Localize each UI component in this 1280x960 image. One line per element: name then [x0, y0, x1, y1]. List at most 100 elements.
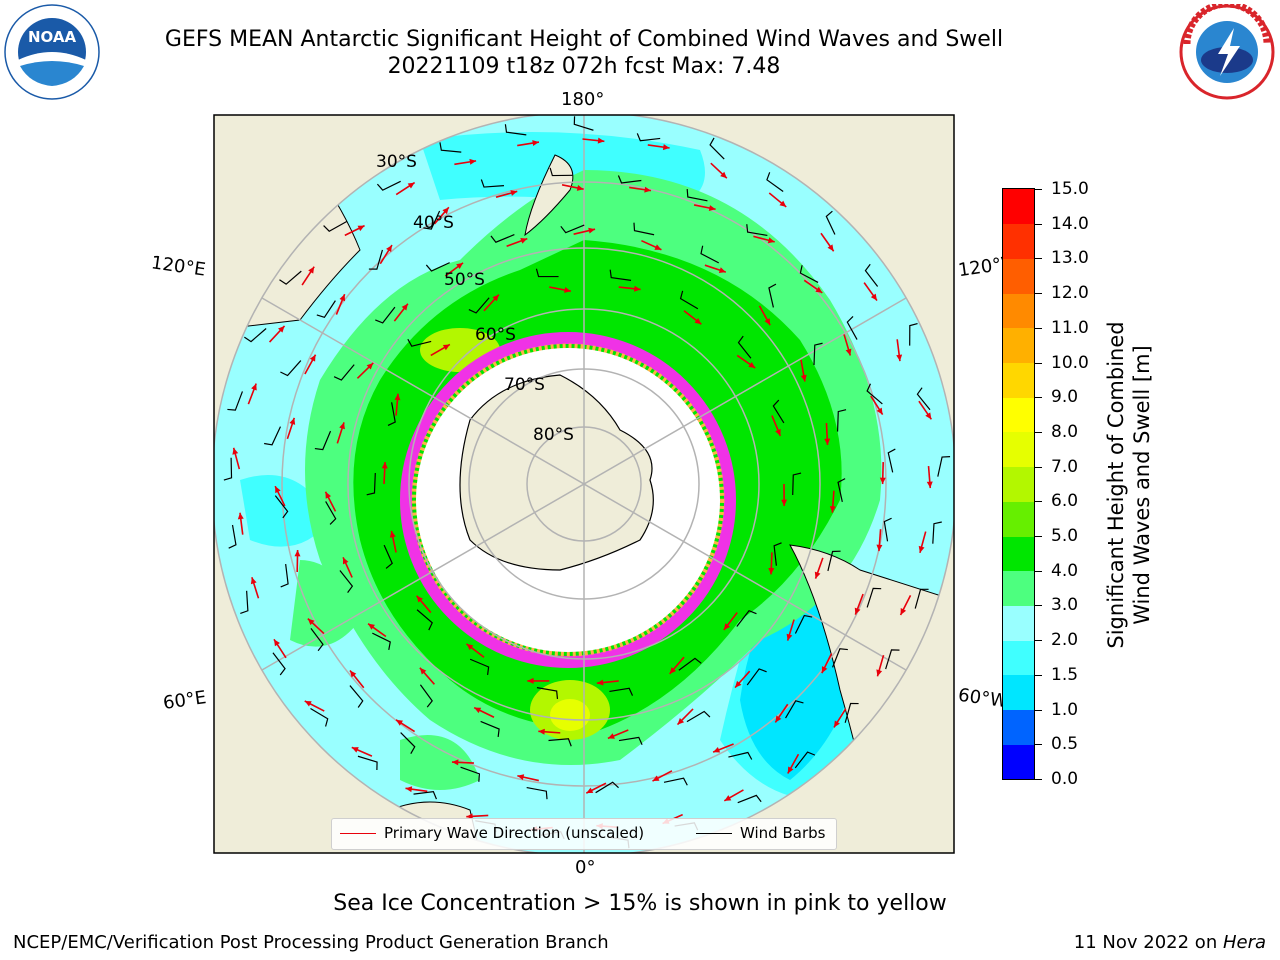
legend-label-barb: Wind Barbs [740, 824, 826, 842]
colorbar-band [1003, 744, 1034, 780]
wave-arrow-head [357, 225, 365, 232]
wave-arrow-head [381, 462, 388, 469]
wind-barb [400, 732, 416, 755]
wind-barb [244, 328, 267, 343]
wind-barb [310, 628, 324, 652]
wind-barbs [223, 116, 951, 849]
footer-host: Hera [1222, 932, 1266, 953]
wind-barb [746, 224, 768, 237]
lat-label-70s: 70°S [504, 375, 545, 395]
wave-arrow-head [854, 607, 861, 615]
colorbar-tick-label: 6.0 [1051, 491, 1079, 512]
noaa-logo-text: NOAA [28, 28, 77, 46]
colorbar-tick [1034, 431, 1042, 433]
lon-label-0: 0° [575, 857, 596, 878]
wind-barb [609, 687, 634, 696]
legend-swatch-barb [696, 833, 732, 834]
colorbar-tick [1034, 674, 1042, 676]
wind-barb [223, 457, 233, 481]
wave-arrow-head [652, 775, 660, 782]
wind-barb [844, 702, 859, 723]
wind-barb [368, 249, 384, 270]
wind-barb [425, 262, 450, 272]
colorbar-tick [1034, 501, 1042, 503]
wave-arrow-head [596, 679, 604, 686]
wind-barb [323, 220, 347, 232]
wave-arrow-head [800, 374, 807, 382]
colorbar-band [1003, 640, 1034, 676]
wave-arrow-head [389, 530, 396, 538]
lat-label-60s: 60°S [475, 325, 516, 345]
wind-barb [280, 563, 289, 588]
wind-barb [686, 188, 708, 202]
antarctica [459, 374, 654, 571]
wind-barb [909, 322, 918, 346]
wind-barb [813, 342, 823, 366]
wave-arrow-head [339, 294, 346, 302]
wind-barb [357, 755, 378, 771]
wave-arrow-head [517, 774, 525, 781]
wind-barb [785, 700, 804, 719]
colorbar-title-line2: Wind Waves and Swell [m] [1130, 345, 1154, 625]
wave-arrow-head [527, 677, 534, 684]
wind-barb [468, 297, 490, 314]
wave-arrow-head [870, 293, 877, 301]
wave-arrow-head [654, 244, 662, 250]
wind-barb [272, 652, 286, 676]
colorbar-tick-label: 15.0 [1051, 179, 1089, 199]
wave-arrow-head [824, 438, 831, 446]
wave-arrow-head [718, 267, 726, 273]
wind-barb [310, 708, 329, 727]
wind-barb [887, 448, 896, 473]
wave-arrow-head [304, 700, 312, 707]
colorbar-tick [1034, 466, 1042, 468]
wave-arrow-head [351, 747, 359, 753]
wind-barb [633, 222, 655, 236]
wave-arrow-head [469, 158, 477, 165]
colorbar-tick [1034, 223, 1042, 225]
wind-barb [827, 550, 841, 572]
colorbar-tick-label: 10.0 [1051, 352, 1089, 373]
wave-arrow-head [386, 245, 392, 253]
colorbar-tick-label: 2.0 [1051, 630, 1079, 651]
wave-arrow-head [510, 190, 518, 196]
wave-arrow-head [451, 759, 459, 766]
wind-barb [663, 777, 688, 786]
wave-arrow-head [251, 383, 257, 391]
wave-arrow-head [289, 417, 296, 425]
wave-arrow-head [308, 266, 315, 274]
wave-arrow-head [466, 643, 474, 651]
wave-arrow-head [821, 666, 828, 674]
wind-barb [618, 736, 643, 745]
wind-barb [423, 210, 441, 230]
wave-arrow-head [237, 512, 244, 520]
wind-barb [746, 668, 767, 686]
colorbar-tick-label: 9.0 [1051, 387, 1079, 408]
wind-barb [794, 751, 816, 769]
wind-barb [549, 167, 573, 177]
wind-barb [686, 710, 711, 723]
chart-subtitle: 20221109 t18z 072h fcst Max: 7.48 [387, 54, 781, 79]
wind-barb [536, 687, 559, 700]
colorbar-band [1003, 223, 1034, 259]
colorbar-tick-label: 0.5 [1051, 734, 1079, 755]
wind-barb [504, 124, 527, 136]
colorbar-tick-label: 7.0 [1051, 456, 1079, 477]
colorbar-band [1003, 674, 1034, 711]
colorbar-tick-label: 13.0 [1051, 248, 1089, 269]
colorbar-tick-label: 12.0 [1051, 283, 1089, 304]
colorbar-band [1003, 466, 1034, 502]
wind-barb [333, 364, 355, 381]
colorbar-tick [1034, 605, 1042, 607]
wind-barb [469, 658, 490, 675]
wave-arrow-head [416, 595, 423, 603]
wave-region-green-sw [400, 735, 480, 790]
wind-barb [794, 614, 813, 634]
wind-barb [460, 766, 481, 782]
colorbar-title: Significant Height of Combined Wind Wave… [1103, 275, 1155, 695]
colorbar-band [1003, 536, 1034, 572]
colorbar-tick [1034, 570, 1042, 572]
wave-arrow-head [827, 244, 834, 252]
wave-arrow-head [401, 303, 408, 311]
